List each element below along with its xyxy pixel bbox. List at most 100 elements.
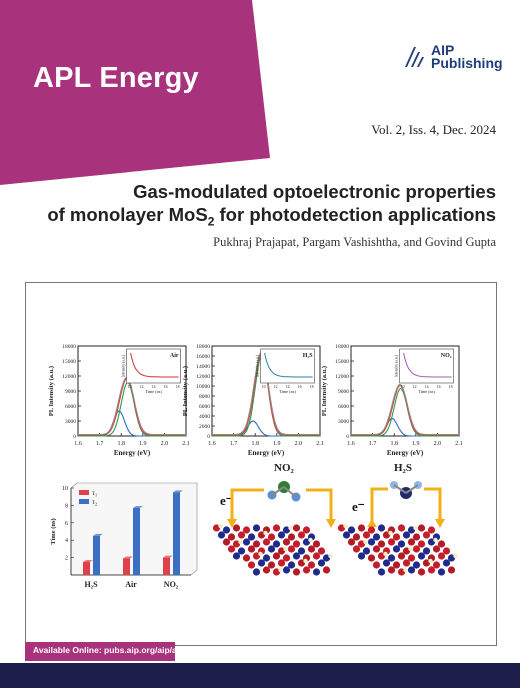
title-line2-post: for photodetection applications: [214, 204, 497, 225]
lattice-atom: [427, 526, 436, 534]
lattice-atom: [453, 553, 458, 559]
lattice-atom: [227, 533, 236, 541]
aip-publishing-logo[interactable]: AIP Publishing: [402, 42, 512, 73]
y-tick-label: 0: [207, 434, 210, 440]
lattice-atom: [407, 566, 416, 574]
y-tick-label: 6000: [65, 404, 76, 410]
lattice-atom: [237, 547, 246, 555]
lattice-atom: [278, 567, 283, 573]
lattice-atom: [317, 559, 326, 567]
lattice-atom: [258, 551, 263, 557]
lattice-atom: [292, 568, 301, 576]
lattice-atom: [367, 526, 376, 534]
lattice-atom: [292, 540, 301, 548]
x-tick-label: 1.9: [139, 441, 147, 447]
lattice-atom: [322, 566, 331, 574]
lattice-atom: [262, 566, 271, 574]
footer-bar: [0, 663, 520, 688]
lattice-atom: [232, 552, 241, 560]
x-tick-label: 1.6: [74, 441, 82, 447]
lattice-atom: [362, 547, 371, 555]
lattice-atom: [282, 554, 291, 562]
y-axis-label: PL Intensity (a.u.): [48, 366, 55, 416]
inset-x-tick-label: 18: [449, 385, 453, 389]
availability-text[interactable]: Available Online: pubs.aip.org/aip/ape: [33, 645, 187, 655]
journal-title: APL Energy: [33, 62, 199, 94]
inset-x-tick-label: 16: [437, 385, 441, 389]
bar-category-label: H₂S: [84, 580, 98, 589]
bar-y-tick-label: 2: [65, 556, 68, 562]
inset-x-tick-label: 12: [140, 385, 144, 389]
inset-x-label: Time (ns): [279, 389, 296, 394]
authors: Pukhraj Prajapat, Pargam Vashishtha, and…: [213, 235, 496, 249]
lattice-atom: [287, 561, 296, 569]
lattice-atom: [397, 540, 406, 548]
bar-category-label: NO₂: [164, 580, 179, 589]
y-tick-label: 18000: [335, 344, 349, 350]
lattice-atom: [247, 561, 256, 569]
lattice-atom: [242, 554, 251, 562]
lattice-atom: [402, 531, 411, 539]
lattice-atom: [302, 538, 311, 546]
journal-banner: [0, 0, 270, 185]
lattice-atom: [267, 561, 276, 569]
lattice-atom: [252, 568, 261, 576]
lattice-atom: [437, 540, 446, 548]
pl-spectrum-chart: 1.6 1.7 1.8 1.9 2.0 2.1 0 2000 4000 6000 8000 10000…: [182, 344, 324, 457]
bar-y-tick-label: 8: [65, 503, 68, 509]
lattice-atom: [287, 545, 296, 553]
lattice-atom: [377, 552, 386, 560]
lattice-atom: [433, 537, 438, 543]
lattice-atom: [437, 552, 446, 560]
publisher-name-line2: Publishing: [431, 55, 503, 71]
gas-label: H₂S: [303, 353, 313, 359]
total-fit: [78, 377, 186, 436]
lattice-atom: [292, 524, 301, 532]
legend-label: τ₂: [92, 498, 98, 506]
y-tick-label: 16000: [196, 354, 210, 360]
lattice-atom: [383, 551, 388, 557]
electron-arrow: [230, 488, 264, 523]
y-tick-label: 8000: [199, 394, 210, 400]
y-tick-label: 4000: [199, 414, 210, 420]
y-tick-label: 18000: [62, 344, 76, 350]
lattice-atom: [297, 531, 306, 539]
lattice-atom: [407, 526, 416, 534]
bar-y-tick-label: 6: [65, 521, 68, 527]
lattice-atom: [407, 538, 416, 546]
y-tick-label: 9000: [65, 389, 76, 395]
lattice-atom: [232, 524, 241, 532]
lattice-atom: [392, 533, 401, 541]
lattice-atom: [387, 538, 396, 546]
lattice-atom: [242, 538, 251, 546]
lattice-atom: [343, 523, 348, 529]
lattice-atom: [422, 547, 431, 555]
cover-figure: 1.6 1.7 1.8 1.9 2.0 2.1 0 3000 6000 9000 12000 1500…: [25, 282, 497, 646]
lattice-atom: [437, 568, 446, 576]
lattice-atom: [367, 538, 376, 546]
x-tick-label: 2.0: [295, 441, 303, 447]
gas-label: Air: [170, 353, 179, 359]
lattice-atom: [307, 545, 316, 553]
x-tick-label: 1.9: [273, 441, 281, 447]
lattice-atom: [357, 524, 366, 532]
lattice-atom: [287, 533, 296, 541]
lattice-atom: [312, 540, 321, 548]
publisher-name-line1: AIP: [431, 42, 455, 58]
x-tick-label: 2.1: [455, 441, 463, 447]
lattice-atom: [302, 566, 311, 574]
inset-x-tick-label: 10: [262, 385, 266, 389]
lattice-atom: [257, 559, 266, 567]
electron-label-right: e⁻: [352, 499, 365, 514]
lattice-atom: [442, 547, 451, 555]
y-tick-label: 2000: [199, 424, 210, 430]
lattice-atom: [362, 531, 371, 539]
bar-y-tick-label: 4: [65, 538, 68, 544]
bar-tau2: [93, 535, 100, 575]
lattice-atom: [283, 546, 288, 552]
y-tick-label: 15000: [335, 359, 349, 365]
availability-bar[interactable]: Available Online: pubs.aip.org/aip/ape: [25, 642, 187, 661]
x-tick-label: 1.8: [251, 441, 259, 447]
x-tick-label: 2.0: [434, 441, 442, 447]
lattice-atom: [357, 540, 366, 548]
